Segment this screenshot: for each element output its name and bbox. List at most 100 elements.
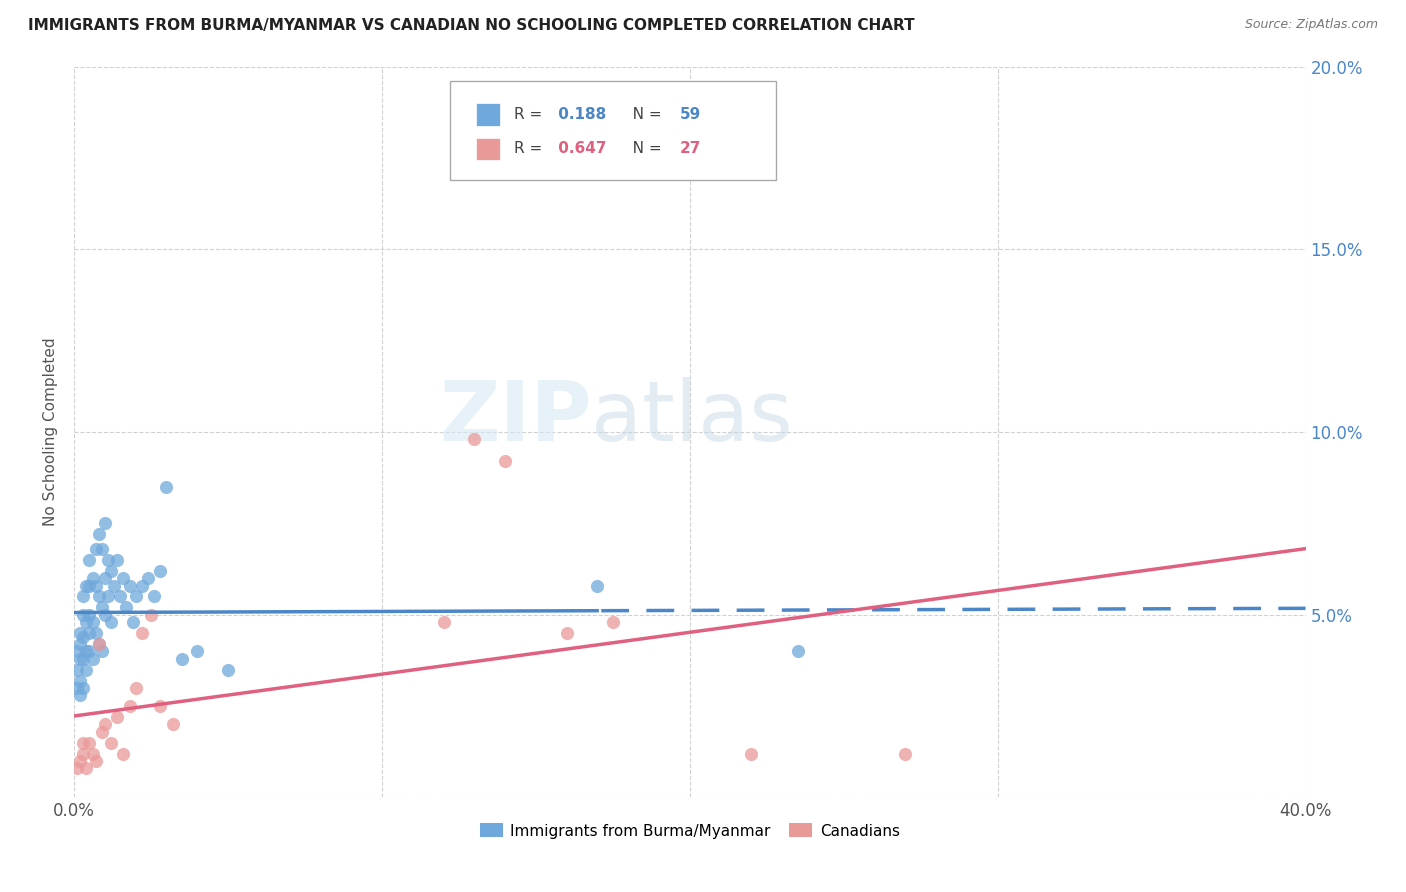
Point bbox=[136, 571, 159, 585]
Point bbox=[87, 637, 110, 651]
Point bbox=[118, 699, 141, 714]
Text: R =: R = bbox=[513, 107, 547, 121]
Point bbox=[79, 553, 101, 567]
Text: N =: N = bbox=[619, 107, 666, 121]
Point bbox=[131, 626, 153, 640]
Point bbox=[66, 681, 89, 695]
Point bbox=[94, 717, 117, 731]
Point bbox=[72, 630, 94, 644]
Point bbox=[75, 644, 97, 658]
Point bbox=[66, 663, 89, 677]
Point bbox=[72, 681, 94, 695]
Point bbox=[115, 600, 138, 615]
Point bbox=[149, 564, 172, 578]
Point bbox=[463, 433, 485, 447]
Point bbox=[90, 644, 112, 658]
Text: IMMIGRANTS FROM BURMA/MYANMAR VS CANADIAN NO SCHOOLING COMPLETED CORRELATION CHA: IMMIGRANTS FROM BURMA/MYANMAR VS CANADIA… bbox=[28, 18, 915, 33]
Point bbox=[79, 644, 101, 658]
Point bbox=[105, 710, 128, 724]
Point bbox=[90, 724, 112, 739]
Point bbox=[66, 644, 89, 658]
Point bbox=[69, 754, 91, 768]
Point bbox=[432, 615, 454, 629]
Point bbox=[110, 590, 132, 604]
FancyBboxPatch shape bbox=[475, 103, 501, 126]
Point bbox=[112, 747, 135, 761]
Point bbox=[112, 571, 135, 585]
Point bbox=[155, 480, 177, 494]
Text: Source: ZipAtlas.com: Source: ZipAtlas.com bbox=[1244, 18, 1378, 31]
Point bbox=[87, 637, 110, 651]
Point bbox=[75, 578, 97, 592]
Point bbox=[602, 615, 624, 629]
Point bbox=[69, 651, 91, 665]
Point bbox=[162, 717, 184, 731]
Point bbox=[143, 590, 166, 604]
Point bbox=[75, 663, 97, 677]
Point bbox=[105, 553, 128, 567]
Point bbox=[84, 626, 107, 640]
Point bbox=[84, 754, 107, 768]
Point bbox=[69, 626, 91, 640]
Point bbox=[82, 571, 104, 585]
Point bbox=[72, 736, 94, 750]
Point bbox=[170, 651, 193, 665]
Point bbox=[84, 541, 107, 556]
Point bbox=[90, 541, 112, 556]
Point bbox=[786, 644, 808, 658]
Point bbox=[894, 747, 917, 761]
Point bbox=[79, 626, 101, 640]
Point bbox=[217, 663, 239, 677]
Point bbox=[94, 571, 117, 585]
Point bbox=[87, 527, 110, 541]
Point bbox=[124, 590, 146, 604]
Point bbox=[100, 736, 122, 750]
Point bbox=[87, 590, 110, 604]
Point bbox=[94, 516, 117, 531]
Point bbox=[740, 747, 762, 761]
Point bbox=[103, 578, 125, 592]
Point bbox=[124, 681, 146, 695]
Point bbox=[75, 761, 97, 775]
Point bbox=[149, 699, 172, 714]
Point bbox=[69, 673, 91, 688]
Point bbox=[75, 615, 97, 629]
Point bbox=[72, 590, 94, 604]
Point bbox=[79, 736, 101, 750]
Point bbox=[97, 590, 120, 604]
Text: ZIP: ZIP bbox=[439, 377, 592, 458]
Point bbox=[84, 578, 107, 592]
Point bbox=[66, 761, 89, 775]
Point bbox=[186, 644, 208, 658]
Text: 27: 27 bbox=[681, 141, 702, 156]
Point bbox=[72, 747, 94, 761]
Point bbox=[79, 578, 101, 592]
Point bbox=[94, 607, 117, 622]
Point bbox=[72, 651, 94, 665]
Point bbox=[139, 607, 162, 622]
Point bbox=[121, 615, 143, 629]
Point bbox=[118, 578, 141, 592]
Text: R =: R = bbox=[513, 141, 547, 156]
Point bbox=[82, 615, 104, 629]
Point bbox=[586, 578, 609, 592]
Y-axis label: No Schooling Completed: No Schooling Completed bbox=[44, 338, 58, 526]
Point bbox=[494, 454, 516, 468]
Text: 0.188: 0.188 bbox=[553, 107, 606, 121]
FancyBboxPatch shape bbox=[450, 81, 776, 180]
Point bbox=[69, 637, 91, 651]
Point bbox=[72, 607, 94, 622]
Text: N =: N = bbox=[619, 141, 666, 156]
Point bbox=[79, 607, 101, 622]
Legend: Immigrants from Burma/Myanmar, Canadians: Immigrants from Burma/Myanmar, Canadians bbox=[474, 817, 905, 845]
Point bbox=[90, 600, 112, 615]
Point bbox=[131, 578, 153, 592]
Point bbox=[100, 564, 122, 578]
Text: 59: 59 bbox=[681, 107, 702, 121]
Point bbox=[555, 626, 578, 640]
Point bbox=[69, 688, 91, 702]
Point bbox=[82, 651, 104, 665]
Point bbox=[100, 615, 122, 629]
FancyBboxPatch shape bbox=[475, 137, 501, 161]
Point bbox=[97, 553, 120, 567]
